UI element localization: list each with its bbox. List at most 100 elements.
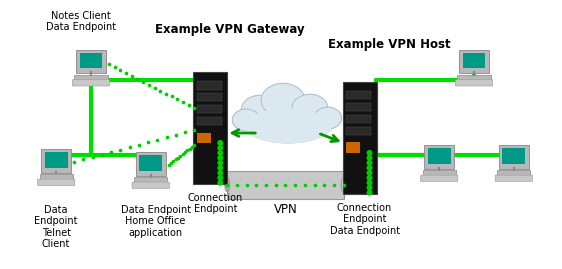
- Point: [164, 163, 173, 167]
- FancyBboxPatch shape: [197, 117, 221, 125]
- Point: [153, 138, 162, 142]
- Point: [169, 159, 178, 163]
- Circle shape: [366, 155, 373, 161]
- Point: [156, 89, 165, 93]
- FancyBboxPatch shape: [346, 143, 360, 153]
- Text: Data
Endpoint
Telnet
Client: Data Endpoint Telnet Client: [34, 205, 78, 249]
- FancyBboxPatch shape: [197, 133, 211, 143]
- Circle shape: [217, 150, 223, 156]
- FancyBboxPatch shape: [499, 145, 529, 169]
- Ellipse shape: [244, 109, 332, 143]
- Point: [291, 183, 300, 187]
- Text: Notes Client
Data Endpoint: Notes Client Data Endpoint: [46, 11, 116, 32]
- Ellipse shape: [243, 103, 333, 143]
- FancyBboxPatch shape: [459, 49, 489, 73]
- Point: [242, 183, 251, 187]
- FancyBboxPatch shape: [457, 75, 491, 81]
- FancyBboxPatch shape: [45, 152, 67, 168]
- FancyBboxPatch shape: [420, 175, 458, 182]
- FancyBboxPatch shape: [495, 175, 532, 182]
- Point: [97, 152, 106, 157]
- FancyBboxPatch shape: [38, 179, 75, 186]
- Circle shape: [217, 140, 223, 146]
- Point: [125, 145, 134, 149]
- Point: [190, 128, 199, 132]
- FancyBboxPatch shape: [346, 103, 371, 111]
- Text: Data Endpoint
Home Office
application: Data Endpoint Home Office application: [121, 205, 191, 238]
- Circle shape: [366, 165, 373, 171]
- Point: [185, 146, 194, 151]
- Point: [121, 71, 130, 75]
- Circle shape: [217, 170, 223, 176]
- Text: Example VPN Host: Example VPN Host: [328, 38, 451, 51]
- FancyBboxPatch shape: [197, 93, 221, 101]
- Point: [150, 86, 159, 90]
- Circle shape: [217, 160, 223, 166]
- FancyBboxPatch shape: [135, 152, 166, 176]
- FancyBboxPatch shape: [139, 155, 162, 171]
- FancyBboxPatch shape: [197, 105, 221, 114]
- Point: [79, 157, 88, 162]
- Text: Connection
Endpoint: Connection Endpoint: [188, 193, 243, 214]
- Point: [190, 143, 199, 147]
- Point: [179, 100, 188, 104]
- Point: [134, 143, 143, 147]
- Point: [173, 97, 182, 101]
- Text: VPN: VPN: [274, 203, 297, 216]
- Point: [329, 183, 338, 187]
- FancyBboxPatch shape: [497, 171, 531, 176]
- Point: [184, 103, 193, 107]
- Ellipse shape: [232, 109, 260, 131]
- Text: Example VPN Gateway: Example VPN Gateway: [156, 23, 305, 36]
- FancyBboxPatch shape: [72, 80, 110, 86]
- Point: [190, 106, 199, 110]
- Point: [144, 83, 153, 87]
- Point: [88, 155, 97, 159]
- Circle shape: [217, 180, 223, 186]
- FancyBboxPatch shape: [455, 80, 493, 86]
- Point: [167, 94, 176, 99]
- Point: [127, 74, 136, 78]
- Ellipse shape: [314, 107, 342, 129]
- Point: [261, 183, 270, 187]
- Point: [105, 62, 114, 66]
- Point: [174, 155, 183, 160]
- Point: [171, 133, 180, 137]
- Point: [180, 150, 189, 154]
- Point: [176, 154, 185, 158]
- Point: [162, 135, 171, 140]
- FancyBboxPatch shape: [463, 53, 486, 69]
- Point: [310, 183, 319, 187]
- FancyBboxPatch shape: [41, 149, 71, 173]
- Ellipse shape: [341, 178, 346, 192]
- FancyBboxPatch shape: [343, 82, 377, 194]
- Ellipse shape: [292, 94, 328, 122]
- Point: [271, 183, 280, 187]
- FancyBboxPatch shape: [197, 81, 221, 90]
- Point: [223, 183, 232, 187]
- Point: [300, 183, 309, 187]
- FancyBboxPatch shape: [132, 182, 169, 189]
- Point: [339, 183, 348, 187]
- Point: [320, 183, 329, 187]
- FancyBboxPatch shape: [193, 72, 227, 184]
- Point: [181, 130, 190, 134]
- Point: [139, 80, 148, 84]
- FancyBboxPatch shape: [227, 171, 344, 199]
- Circle shape: [366, 160, 373, 166]
- Circle shape: [366, 175, 373, 181]
- Circle shape: [366, 170, 373, 176]
- Circle shape: [217, 145, 223, 151]
- Point: [144, 140, 153, 144]
- FancyBboxPatch shape: [424, 145, 454, 169]
- Ellipse shape: [261, 83, 305, 117]
- Point: [116, 68, 125, 72]
- Point: [161, 91, 170, 96]
- Point: [133, 77, 142, 81]
- FancyBboxPatch shape: [74, 75, 107, 81]
- Point: [233, 183, 242, 187]
- FancyBboxPatch shape: [80, 53, 102, 69]
- FancyBboxPatch shape: [76, 49, 106, 73]
- FancyBboxPatch shape: [134, 177, 167, 183]
- FancyBboxPatch shape: [346, 91, 371, 100]
